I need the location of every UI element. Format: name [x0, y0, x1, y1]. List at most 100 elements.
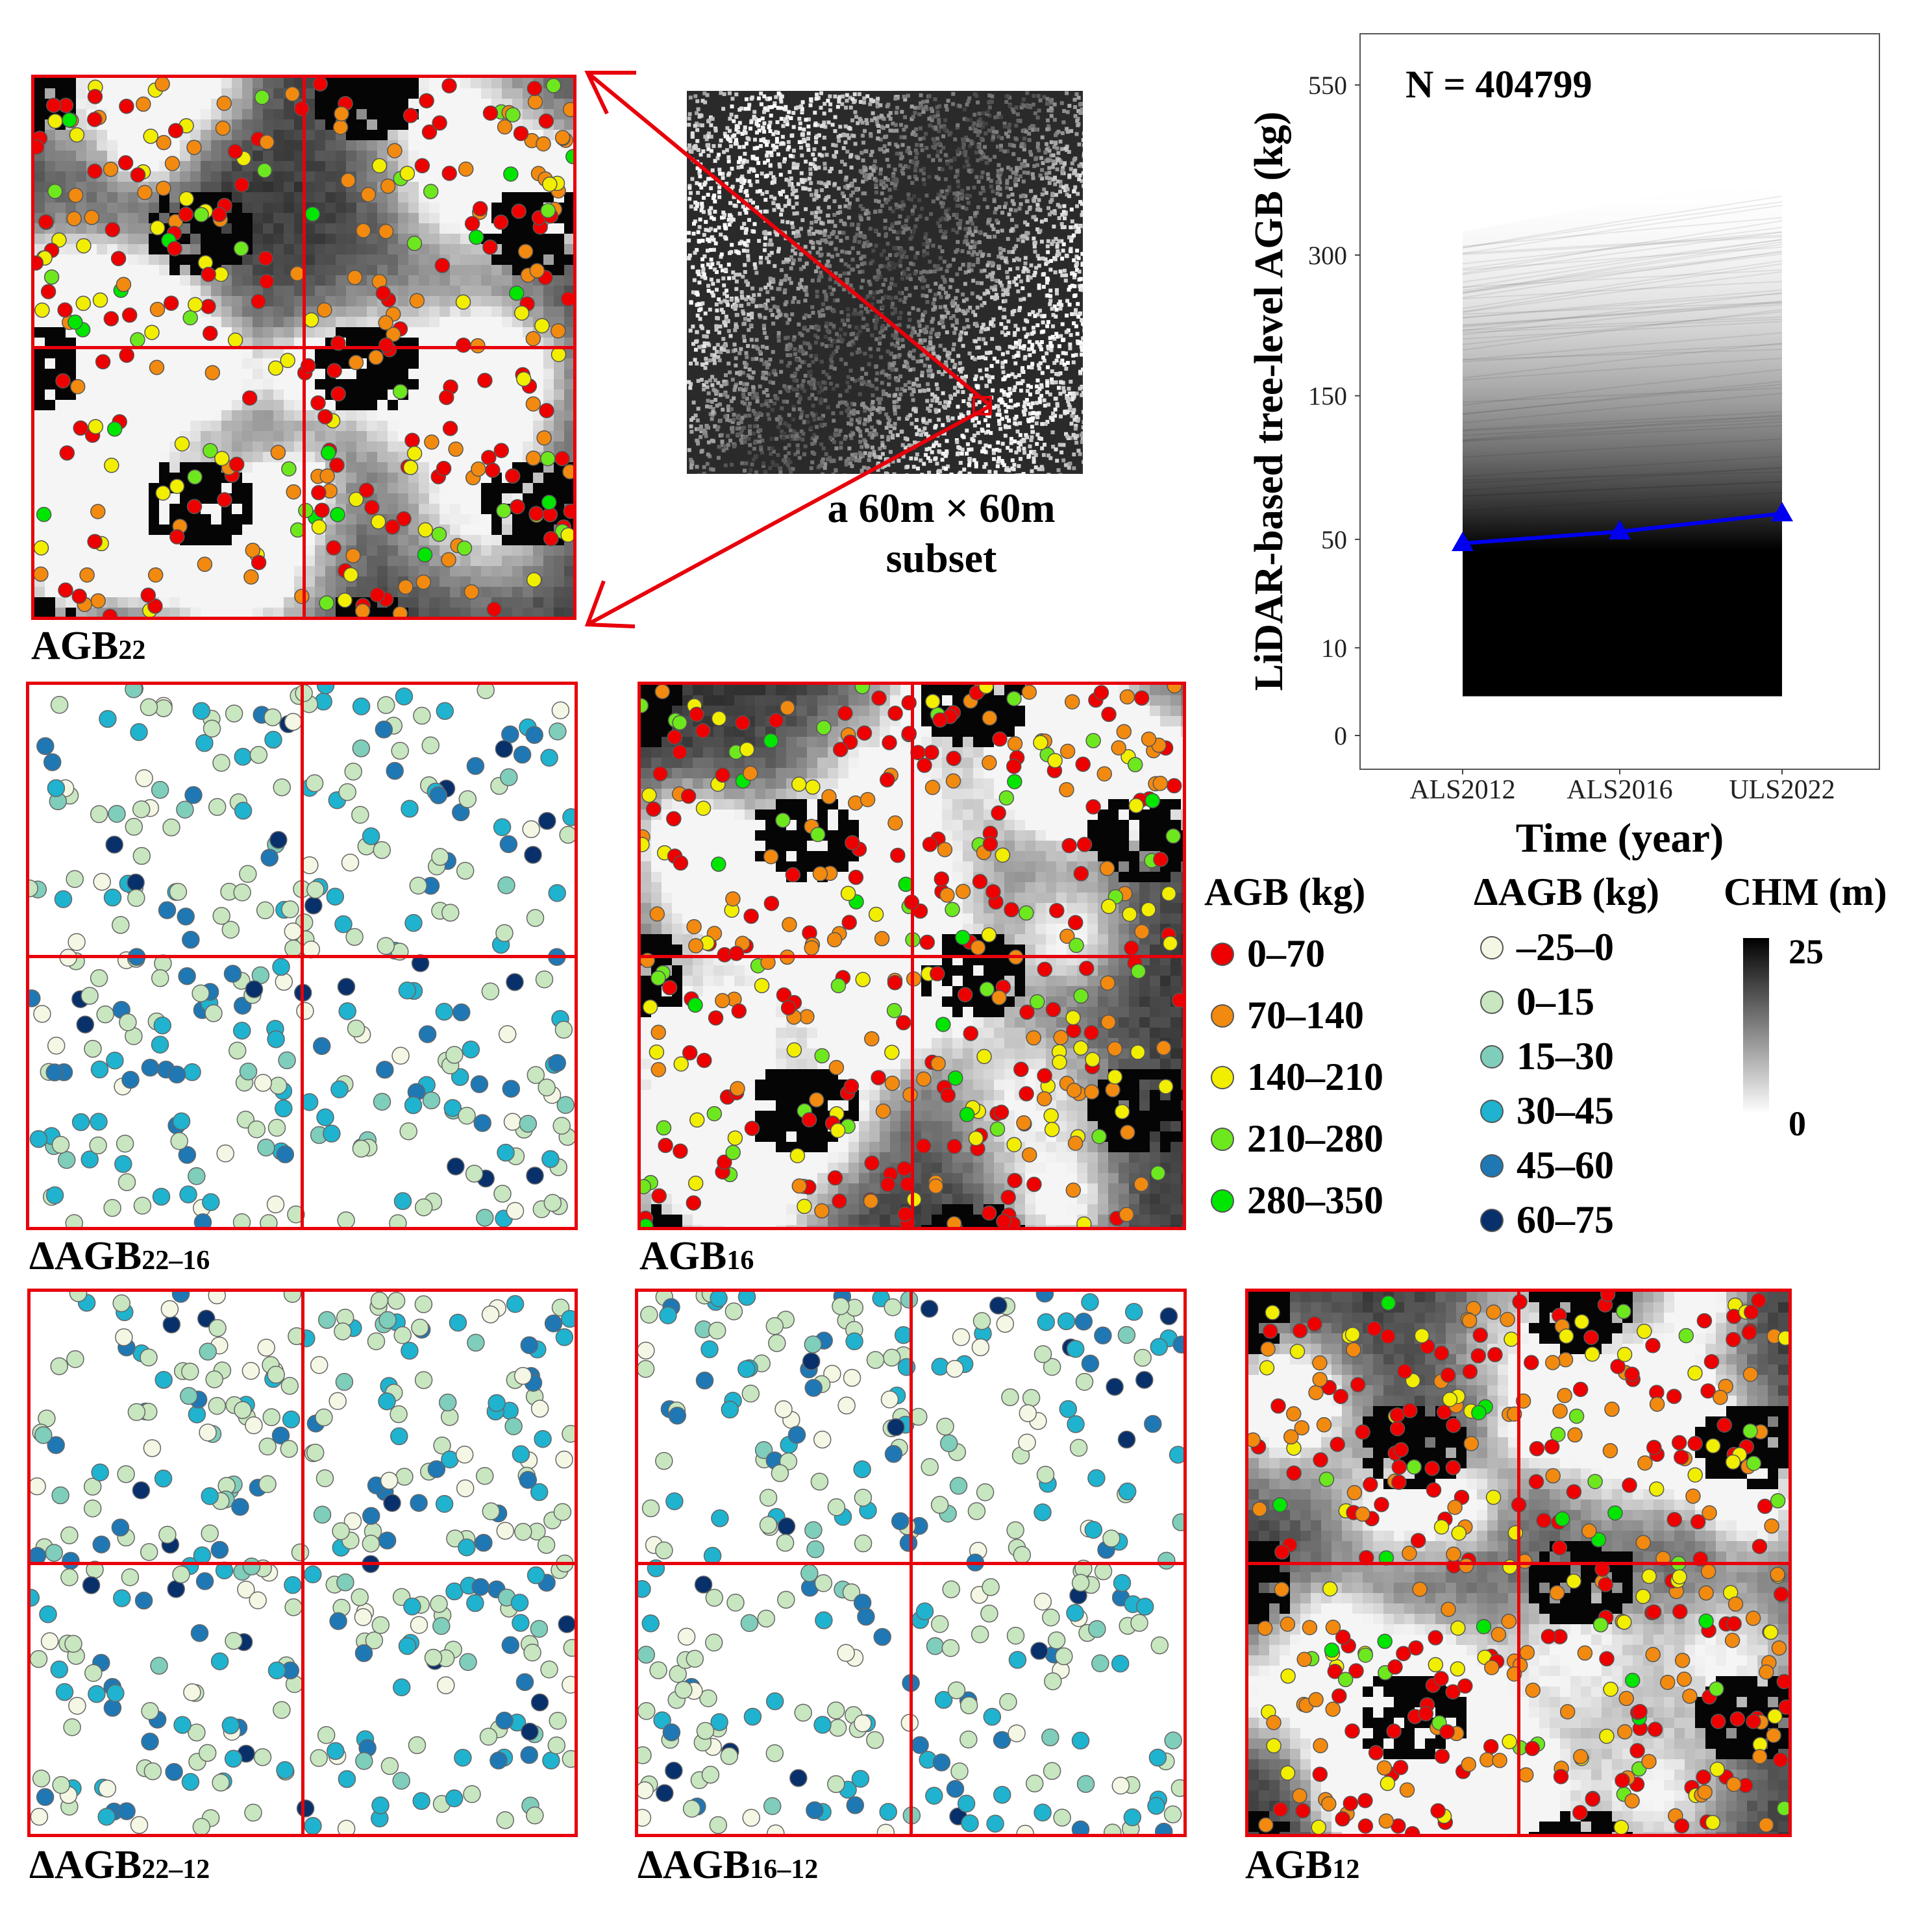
tree-point: [284, 713, 303, 731]
tree-trajectory: [1462, 289, 1783, 319]
tree-point: [47, 779, 66, 797]
tree-point: [1674, 1818, 1690, 1834]
tree-point: [337, 1820, 356, 1834]
tree-point: [1557, 1352, 1574, 1368]
tree-point: [150, 1657, 168, 1675]
tree-point: [775, 812, 791, 828]
tree-point: [1393, 1442, 1409, 1457]
tree-point: [493, 1185, 512, 1203]
tree-point: [398, 1637, 417, 1655]
tree-point: [1144, 1415, 1162, 1433]
tree-point: [864, 1031, 880, 1046]
tree-point: [1161, 885, 1177, 902]
y-tick-label: 150: [1308, 382, 1347, 411]
tree-point: [345, 928, 364, 946]
tree-point: [355, 1752, 373, 1770]
tree-point: [451, 1068, 469, 1086]
tree-point: [278, 1051, 296, 1070]
tree-trajectory: [1462, 342, 1783, 379]
tree-point: [665, 1492, 684, 1511]
tree-point: [31, 1807, 49, 1826]
tree-point: [409, 876, 428, 895]
tree-point: [330, 1080, 349, 1098]
tree-point: [205, 1370, 223, 1389]
tree-point: [178, 967, 196, 985]
tree-point: [127, 873, 145, 892]
tree-point: [1346, 1485, 1363, 1501]
tree-point: [560, 527, 573, 543]
tree-point: [673, 855, 689, 871]
tree-point: [1763, 1624, 1779, 1640]
tree-trajectory: [1462, 456, 1783, 478]
y-tick-label: 0: [1334, 721, 1347, 750]
tree-point: [153, 1016, 171, 1035]
tree-point: [458, 1538, 476, 1557]
tree-point: [511, 203, 526, 219]
y-tick-label: 10: [1321, 634, 1347, 663]
tree-point: [948, 1070, 963, 1086]
tree-point: [80, 987, 99, 1005]
tree-point: [45, 1544, 64, 1562]
tree-point: [118, 155, 134, 171]
tree-point: [968, 1130, 984, 1146]
tree-point: [232, 1021, 251, 1040]
tree-point: [245, 542, 261, 558]
tree-trajectory: [1462, 292, 1783, 332]
tree-point: [338, 1770, 356, 1788]
tree-point: [1357, 1647, 1374, 1663]
tree-point: [454, 1748, 472, 1767]
tree-point: [315, 1408, 333, 1427]
tree-trajectory: [1462, 300, 1783, 328]
tree-point: [283, 1292, 302, 1303]
tree-trajectory: [1462, 380, 1783, 415]
tree-point: [90, 805, 108, 823]
tree-point: [167, 241, 182, 256]
tree-point: [675, 1681, 693, 1699]
tree-point: [501, 1636, 520, 1655]
tree-point: [1672, 1569, 1687, 1585]
overview-caption: a 60m × 60m subset: [773, 484, 1110, 584]
tree-point: [1461, 1757, 1476, 1772]
tree-point: [180, 1387, 198, 1405]
tree-point: [203, 443, 218, 458]
tree-point: [1025, 1774, 1044, 1793]
tree-point: [832, 1193, 847, 1209]
tree-point: [655, 1541, 673, 1560]
tree-point: [884, 1298, 902, 1316]
tree-point: [390, 1405, 408, 1424]
tree-point: [1111, 1654, 1130, 1673]
tree-point: [558, 1615, 575, 1633]
tree-point: [1087, 1469, 1106, 1487]
tree-point: [1007, 735, 1023, 752]
tree-point: [1583, 1329, 1599, 1345]
tree-point: [915, 1138, 932, 1154]
tree-point: [1019, 1004, 1035, 1020]
tree-point: [931, 1357, 949, 1376]
tree-point: [136, 96, 151, 112]
tree-points: [641, 685, 1183, 1227]
tree-point: [495, 739, 514, 758]
tree-point: [1572, 1805, 1588, 1821]
tree-point: [940, 1087, 956, 1104]
chm-legend-title: CHM (m): [1724, 871, 1887, 913]
tree-point: [367, 1332, 386, 1350]
tree-point: [414, 1198, 433, 1217]
tree-point: [806, 1801, 824, 1820]
tree-point: [804, 1521, 823, 1539]
tree-point: [1344, 1327, 1361, 1342]
tree-point: [1635, 1535, 1652, 1550]
tree-point: [418, 1025, 437, 1043]
tree-point: [380, 1472, 399, 1490]
tree-point: [32, 1769, 51, 1788]
tree-trajectory: [1462, 332, 1783, 361]
tree-point: [96, 1005, 114, 1024]
tree-point: [155, 78, 170, 92]
tree-point: [504, 468, 521, 484]
tree-point: [957, 1794, 976, 1813]
tree-point: [1263, 1323, 1278, 1339]
tree-point: [1085, 733, 1101, 748]
tree-point: [650, 1024, 666, 1041]
tree-point: [1549, 1585, 1565, 1601]
dagb-legend-swatch: [1480, 1044, 1504, 1069]
tree-point: [1075, 1372, 1094, 1391]
